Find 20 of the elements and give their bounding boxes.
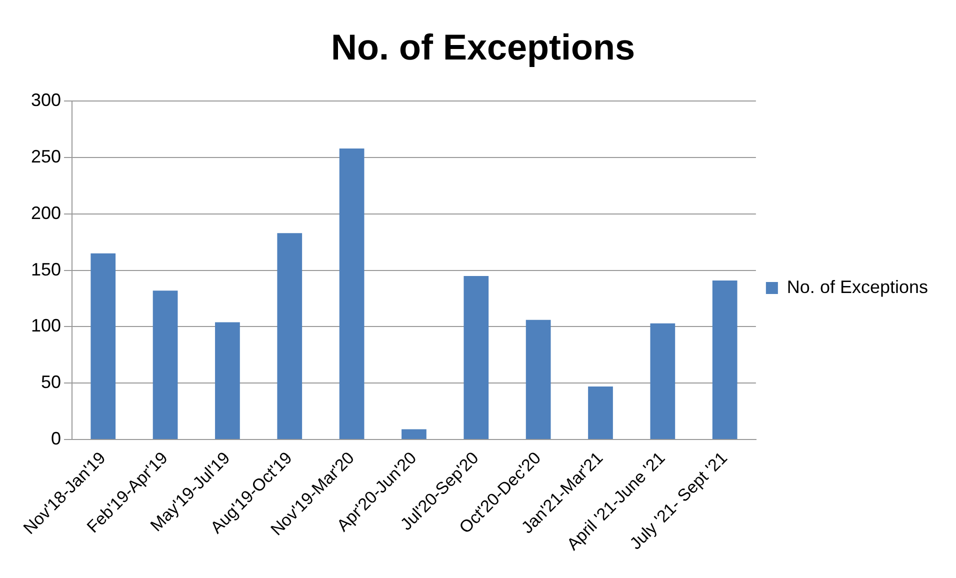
y-tick-label: 250 — [30, 146, 62, 167]
y-tick-label: 300 — [30, 90, 62, 110]
y-tick-label: 200 — [30, 202, 62, 223]
chart-title: No. of Exceptions — [330, 26, 636, 68]
y-tick-label: 150 — [30, 259, 62, 280]
y-tick-label: 0 — [51, 428, 62, 448]
legend-label: No. of Exceptions — [786, 276, 928, 297]
bar — [90, 253, 116, 439]
bar — [402, 429, 426, 439]
bar — [464, 276, 489, 439]
bar — [526, 320, 551, 439]
bar — [339, 148, 364, 439]
y-tick-label: 100 — [30, 316, 62, 336]
bar — [152, 290, 178, 439]
y-tick-label: 50 — [41, 372, 62, 392]
bar — [588, 386, 613, 439]
bar — [215, 322, 240, 439]
bar — [712, 280, 738, 439]
bar — [277, 233, 302, 439]
bar — [650, 323, 676, 439]
